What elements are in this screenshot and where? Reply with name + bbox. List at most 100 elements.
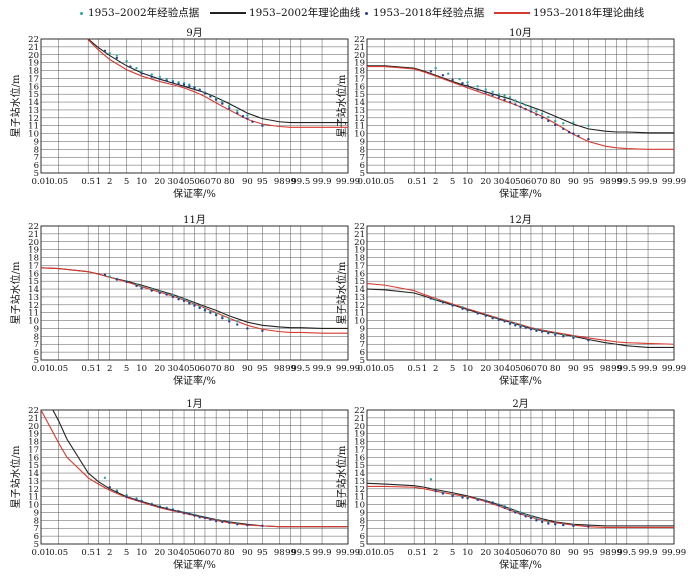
x-tick-label: 80 bbox=[550, 548, 561, 558]
data-point bbox=[540, 112, 544, 116]
x-tick-label: 99.9 bbox=[639, 548, 658, 558]
x-tick-label: 99.5 bbox=[291, 364, 310, 374]
x-tick-label: 90 bbox=[568, 548, 579, 558]
x-tick-label: 20 bbox=[480, 177, 491, 187]
x-tick-label: 0.01 bbox=[32, 177, 51, 187]
data-point bbox=[171, 295, 175, 299]
x-axis-label: 保证率/% bbox=[173, 558, 216, 571]
y-tick-label: 15 bbox=[28, 90, 39, 100]
x-tick-label: 20 bbox=[154, 548, 165, 558]
y-tick-label: 7 bbox=[360, 524, 365, 534]
data-point bbox=[497, 504, 501, 507]
y-tick-label: 16 bbox=[354, 453, 365, 463]
y-tick-label: 9 bbox=[34, 508, 39, 518]
teal-dot-icon bbox=[80, 11, 83, 15]
data-point bbox=[221, 317, 224, 320]
data-point bbox=[115, 278, 119, 281]
data-point bbox=[182, 512, 186, 515]
data-point bbox=[165, 293, 168, 296]
x-tick-label: 1 bbox=[96, 177, 101, 187]
data-point bbox=[587, 124, 590, 127]
y-tick-label: 12 bbox=[28, 114, 39, 124]
data-point bbox=[491, 317, 494, 320]
x-axis-label: 保证率/% bbox=[173, 374, 216, 387]
plot-frame bbox=[366, 409, 675, 545]
x-tick-label: 40 bbox=[505, 177, 516, 187]
x-tick-label: 99 bbox=[611, 548, 622, 558]
data-point bbox=[514, 99, 517, 102]
chart-title: 2月 bbox=[512, 398, 528, 410]
x-axis-label: 保证率/% bbox=[173, 187, 216, 200]
y-tick-label: 5 bbox=[34, 540, 39, 550]
y-tick-label: 11 bbox=[354, 122, 365, 132]
y-tick-label: 18 bbox=[354, 67, 365, 77]
y-tick-label: 22 bbox=[354, 222, 365, 232]
x-tick-label: 0.05 bbox=[49, 548, 68, 558]
data-point bbox=[429, 478, 433, 481]
x-axis-label: 保证率/% bbox=[499, 187, 542, 200]
data-point bbox=[203, 92, 207, 95]
data-point bbox=[547, 115, 550, 119]
black-line-icon bbox=[210, 12, 246, 14]
legend-label: 1953–2018年经验点据 bbox=[373, 7, 485, 19]
x-tick-label: 98 bbox=[274, 177, 285, 187]
data-point bbox=[461, 307, 464, 310]
chart-title: 10月 bbox=[509, 27, 532, 39]
data-point bbox=[140, 500, 143, 503]
chart-title: 12月 bbox=[509, 214, 532, 226]
plot-frame bbox=[40, 225, 349, 361]
x-tick-label: 0.01 bbox=[32, 364, 51, 374]
y-tick-label: 8 bbox=[360, 145, 365, 155]
data-point bbox=[434, 66, 437, 70]
x-tick-label: 0.01 bbox=[32, 548, 51, 558]
chart-title: 9月 bbox=[186, 27, 202, 39]
x-tick-label: 99.5 bbox=[291, 548, 310, 558]
x-tick-label: 98 bbox=[600, 364, 611, 374]
data-point bbox=[228, 104, 231, 108]
x-tick-label: 5 bbox=[124, 177, 129, 187]
data-point bbox=[466, 497, 469, 500]
x-tick-label: 0.01 bbox=[358, 364, 377, 374]
chart-title: 1月 bbox=[186, 398, 202, 410]
x-tick-label: 0.5 bbox=[407, 548, 421, 558]
x-tick-label: 90 bbox=[242, 548, 253, 558]
x-tick-label: 90 bbox=[242, 177, 253, 187]
data-point bbox=[497, 318, 501, 321]
data-point bbox=[209, 311, 212, 314]
data-point bbox=[476, 85, 479, 88]
data-point bbox=[158, 291, 161, 295]
y-tick-label: 8 bbox=[360, 516, 365, 526]
data-point bbox=[140, 70, 143, 73]
data-point bbox=[193, 86, 196, 90]
data-point bbox=[529, 516, 533, 520]
y-tick-label: 22 bbox=[354, 406, 365, 416]
y-axis-label: 星子站水位/m bbox=[9, 261, 22, 324]
y-tick-label: 19 bbox=[354, 246, 365, 256]
data-point bbox=[587, 137, 590, 141]
x-tick-label: 99.99 bbox=[336, 177, 360, 187]
y-tick-label: 14 bbox=[354, 98, 365, 108]
x-tick-label: 99.99 bbox=[336, 364, 360, 374]
data-point bbox=[434, 489, 437, 493]
x-tick-label: 2 bbox=[107, 364, 112, 374]
x-tick-label: 98 bbox=[274, 364, 285, 374]
x-tick-label: 70 bbox=[211, 548, 222, 558]
data-point bbox=[203, 309, 207, 312]
y-tick-label: 7 bbox=[34, 524, 39, 534]
y-tick-label: 8 bbox=[34, 145, 39, 155]
x-tick-label: 99.9 bbox=[639, 177, 658, 187]
data-point bbox=[497, 92, 501, 96]
y-tick-label: 16 bbox=[354, 82, 365, 92]
data-point bbox=[115, 56, 119, 60]
data-point bbox=[188, 85, 191, 88]
y-tick-label: 18 bbox=[28, 67, 39, 77]
data-point bbox=[476, 312, 479, 315]
y-axis-label: 星子站水位/m bbox=[335, 261, 348, 324]
data-point bbox=[129, 65, 132, 68]
plot-frame bbox=[40, 409, 349, 545]
data-point bbox=[236, 323, 239, 326]
y-tick-label: 21 bbox=[354, 43, 365, 53]
